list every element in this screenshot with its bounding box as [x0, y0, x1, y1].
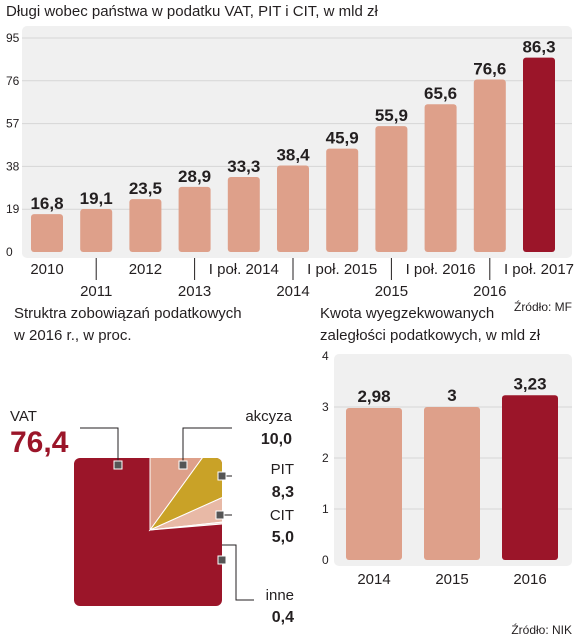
chart3-x-label: 2014 [357, 571, 390, 588]
chart1-bar [277, 165, 309, 252]
chart1-bar [424, 104, 457, 252]
chart1-y-tick: 0 [6, 245, 13, 259]
chart3-value-label: 2,98 [357, 387, 390, 406]
chart3-y-tick: 4 [322, 349, 329, 363]
chart3-value-label: 3,23 [513, 374, 546, 393]
chart1-value-label: 23,5 [129, 179, 162, 198]
pie-label-VAT: VAT [10, 408, 37, 425]
pie-label-CIT: CIT [270, 507, 294, 524]
pie-value-VAT: 76,4 [10, 426, 69, 459]
chart1-bar [326, 148, 359, 252]
chart3-y-tick: 3 [322, 400, 329, 414]
chart1-value-labels: 16,8 19,1 23,5 28,9 33,3 38,4 45,9 55,9 65,6 76,6… [30, 38, 555, 214]
chart3-title-line1: Kwota wyegzekwowanych [320, 305, 494, 322]
chart1-y-tick: 19 [6, 202, 20, 216]
chart1-bar [178, 186, 211, 252]
chart1-bar [80, 208, 113, 252]
chart3-source: Źródło: NIK [511, 622, 572, 637]
chart1-x-label: I poł. 2016 [406, 261, 476, 278]
chart1-x-label: 2016 [473, 283, 506, 300]
chart1-x-label: 2011 [80, 283, 112, 300]
chart3-x-label: 2016 [513, 571, 546, 588]
chart1-bar [375, 126, 408, 252]
chart1-value-label: 76,6 [473, 59, 506, 78]
pie-marker [217, 555, 227, 565]
chart1-x-label: 2013 [178, 283, 211, 300]
chart1-bar [523, 57, 555, 252]
chart1-value-label: 19,1 [80, 189, 113, 208]
chart1-x-label: I poł. 2014 [209, 261, 279, 278]
chart1-bar [31, 214, 63, 252]
pie-value-inne: 0,4 [272, 609, 294, 626]
chart1-value-label: 38,4 [276, 145, 310, 164]
chart3-x-axis: 2014 2015 2016 [357, 571, 546, 588]
pie-marker [215, 510, 225, 520]
pie-leader [182, 427, 232, 465]
chart1-y-tick: 57 [6, 117, 20, 131]
chart1-source: Źródło: MF [514, 299, 572, 314]
chart1-y-tick: 95 [6, 31, 20, 45]
chart3-y-tick: 1 [322, 502, 329, 516]
chart2-title-line2: w 2016 r., w proc. [13, 327, 132, 344]
pie-marker [178, 460, 188, 470]
pie-slice-PIT [148, 458, 222, 532]
chart1-title: Długi wobec państwa w podatku VAT, PIT i… [6, 3, 378, 20]
chart1-bars [31, 57, 555, 252]
chart1-x-axis: 2010 2011 2012 2013 I poł. 2014 2014 I poł. 20… [30, 258, 574, 300]
chart1-value-label: 55,9 [375, 106, 408, 125]
chart3-y-axis: 0 1 2 3 4 [322, 349, 329, 567]
chart1-bar [473, 79, 506, 252]
chart3-y-tick: 2 [322, 451, 329, 465]
chart1-bar [227, 176, 260, 252]
chart3-bar [346, 408, 402, 560]
pie-leader [80, 427, 119, 465]
pie-marker [217, 471, 227, 481]
chart1-x-label: 2012 [129, 261, 162, 278]
chart3-bar [424, 407, 480, 560]
chart1-y-tick: 38 [6, 159, 20, 173]
chart3-value-label: 3 [447, 386, 456, 405]
chart1-value-label: 33,3 [227, 157, 260, 176]
chart1-x-label: I poł. 2015 [307, 261, 377, 278]
chart1-y-tick: 76 [6, 74, 20, 88]
pie-value-CIT: 5,0 [272, 529, 294, 546]
chart1-value-label: 45,9 [326, 129, 359, 148]
pie-marker [113, 460, 123, 470]
pie-label-akcyza: akcyza [245, 408, 292, 425]
pie-label-inne: inne [266, 587, 294, 604]
pie-label-PIT: PIT [271, 461, 294, 478]
chart3-x-label: 2015 [435, 571, 468, 588]
chart1-value-label: 86,3 [522, 38, 555, 57]
pie-value-akcyza: 10,0 [261, 431, 292, 448]
chart3-title-line2: zaległości podatkowych, w mld zł [320, 327, 541, 344]
chart1-bar [129, 199, 162, 252]
chart1-value-label: 16,8 [30, 194, 63, 213]
chart3-bar [502, 395, 558, 560]
chart1-value-label: 65,6 [424, 84, 457, 103]
chart3-bars [346, 395, 558, 560]
chart3-y-tick: 0 [322, 553, 329, 567]
chart1-x-label: 2014 [276, 283, 309, 300]
chart1-x-label: I poł. 2017 [504, 261, 574, 278]
chart1-y-axis: 0 19 38 57 76 95 [6, 31, 20, 259]
pie-leader [222, 544, 254, 601]
chart3-value-labels: 2,98 3 3,23 [357, 374, 546, 406]
pie-value-PIT: 8,3 [272, 484, 294, 501]
chart2-title-line1: Struktra zobowiązań podatkowych [14, 305, 242, 322]
chart1-x-label: 2015 [375, 283, 408, 300]
chart1-x-label: 2010 [30, 261, 63, 278]
chart1-value-label: 28,9 [178, 167, 211, 186]
